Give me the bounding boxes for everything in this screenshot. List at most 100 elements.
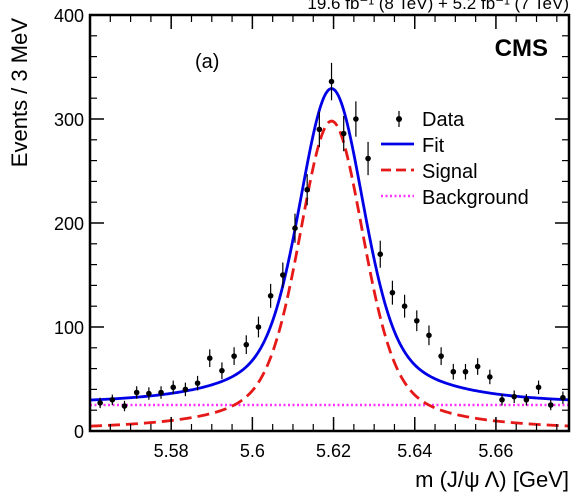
data-marker (133, 389, 140, 396)
data-point (377, 240, 384, 268)
legend-background-label: Background (422, 187, 529, 209)
data-marker (280, 272, 286, 278)
data-marker (170, 384, 177, 391)
data-marker (450, 368, 457, 375)
data-marker (535, 384, 542, 391)
data-point (401, 294, 408, 318)
data-point (511, 390, 517, 403)
data-marker (365, 155, 371, 162)
y-axis-title: Events / 3 MeV (7, 18, 32, 168)
data-point (133, 386, 140, 399)
data-point (353, 101, 359, 137)
data-point (389, 280, 396, 305)
data-marker (146, 390, 152, 397)
data-point (255, 316, 262, 338)
data-marker (231, 353, 237, 359)
data-marker (353, 116, 359, 122)
data-marker (328, 78, 335, 85)
data-marker (219, 367, 225, 374)
data-marker (487, 374, 493, 380)
data-marker (377, 251, 384, 257)
data-marker (206, 355, 213, 362)
x-tick-label: 5.66 (478, 441, 513, 461)
data-point (243, 335, 250, 355)
data-point (206, 349, 213, 368)
panel-label: (a) (195, 51, 219, 73)
data-point (219, 362, 225, 379)
data-point (158, 386, 164, 399)
y-tick-label: 0 (74, 422, 84, 442)
data-marker (560, 394, 566, 401)
data-point (426, 325, 432, 346)
data-point (474, 358, 481, 375)
data-marker (389, 289, 396, 296)
data-point (304, 174, 310, 206)
data-marker (158, 389, 164, 396)
data-marker (511, 393, 517, 400)
data-point (340, 115, 347, 152)
data-marker (267, 293, 274, 299)
data-marker (182, 386, 189, 393)
data-marker (547, 402, 554, 408)
data-point (280, 262, 286, 288)
fit-curves (90, 87, 569, 428)
x-axis-title: m (J/ψ Λ) [GeV] (415, 467, 569, 492)
y-tick-label: 400 (54, 6, 84, 26)
plot-frame (88, 13, 571, 433)
data-marker (292, 225, 298, 231)
data-point (535, 380, 542, 395)
legend-data-marker (396, 111, 402, 127)
data-marker (340, 130, 347, 137)
x-tick-label: 5.58 (154, 441, 189, 461)
legend-fit-label: Fit (422, 135, 445, 157)
data-marker (426, 332, 432, 339)
legend-signal-label: Signal (422, 161, 478, 183)
data-point (97, 397, 103, 409)
data-marker (413, 317, 420, 324)
data-point (292, 213, 298, 243)
data-point (413, 310, 420, 332)
data-point (194, 375, 201, 391)
data-point (121, 400, 128, 412)
data-point (450, 363, 457, 380)
data-marker (194, 380, 201, 386)
data-point (182, 382, 189, 397)
data-point (267, 283, 274, 308)
data-point (547, 399, 554, 411)
data-point (170, 380, 177, 395)
data-point (328, 62, 335, 101)
legend-data-label: Data (422, 109, 465, 131)
legend: Data Fit Signal Background (381, 109, 529, 209)
data-marker (255, 324, 262, 330)
data-marker (523, 397, 530, 403)
y-tick-label: 100 (54, 318, 84, 338)
data-marker (438, 353, 444, 359)
data-point (560, 391, 566, 404)
data-point (231, 347, 237, 365)
data-marker (109, 397, 116, 403)
x-tick-label: 5.62 (316, 441, 351, 461)
y-tick-label: 200 (54, 214, 84, 234)
data-marker (499, 397, 505, 403)
data-marker (474, 363, 481, 370)
data-marker (401, 303, 408, 310)
x-tick-label: 5.6 (240, 441, 265, 461)
data-marker (304, 186, 310, 193)
fit-curve (90, 87, 569, 402)
data-point (438, 347, 444, 365)
data-point (109, 394, 116, 405)
data-point (365, 141, 371, 176)
x-tick-label: 5.64 (397, 441, 432, 461)
data-marker (97, 400, 103, 406)
cms-label: CMS (495, 35, 548, 62)
y-tick-label: 300 (54, 110, 84, 130)
data-marker (316, 126, 323, 133)
data-point (316, 111, 323, 148)
data-point (487, 369, 493, 385)
data-point (146, 387, 152, 400)
data-point (523, 394, 530, 406)
data-point (462, 363, 469, 380)
axes: 5.58 5.6 5.62 5.64 5.66 0 100 200 300 400 (54, 6, 569, 461)
luminosity-header: 19.6 fb⁻¹ (8 TeV) + 5.2 fb⁻¹ (7 TeV) (307, 0, 569, 13)
